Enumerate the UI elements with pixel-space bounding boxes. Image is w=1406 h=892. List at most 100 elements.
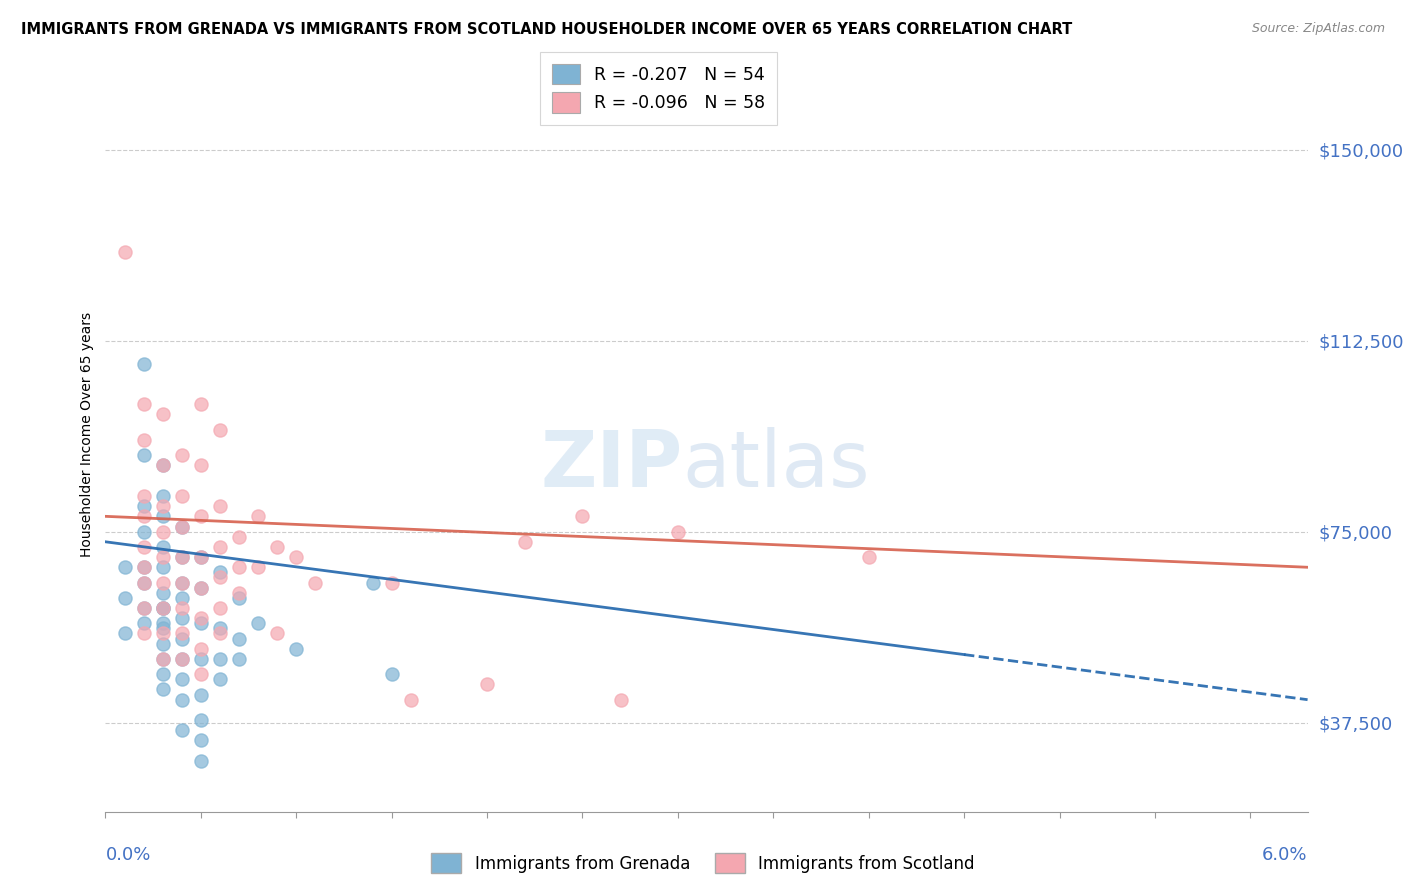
Point — [858, 550, 880, 565]
Point — [170, 673, 193, 687]
Point — [361, 575, 384, 590]
Point — [190, 550, 212, 565]
Point — [228, 560, 250, 574]
Point — [228, 530, 250, 544]
Point — [170, 723, 193, 738]
Point — [132, 489, 155, 503]
Point — [152, 621, 174, 635]
Point — [170, 519, 193, 533]
Point — [266, 540, 288, 554]
Text: IMMIGRANTS FROM GRENADA VS IMMIGRANTS FROM SCOTLAND HOUSEHOLDER INCOME OVER 65 Y: IMMIGRANTS FROM GRENADA VS IMMIGRANTS FR… — [21, 22, 1073, 37]
Point — [152, 560, 174, 574]
Point — [152, 540, 174, 554]
Text: ZIP: ZIP — [540, 427, 682, 503]
Point — [208, 566, 231, 580]
Point — [132, 601, 155, 615]
Point — [285, 641, 308, 656]
Point — [132, 524, 155, 539]
Text: atlas: atlas — [682, 427, 870, 503]
Point — [190, 754, 212, 768]
Point — [190, 667, 212, 681]
Point — [381, 575, 404, 590]
Point — [114, 244, 136, 259]
Point — [208, 601, 231, 615]
Point — [132, 626, 155, 640]
Point — [132, 601, 155, 615]
Point — [152, 524, 174, 539]
Point — [132, 448, 155, 462]
Point — [190, 713, 212, 727]
Point — [190, 688, 212, 702]
Point — [228, 585, 250, 599]
Point — [170, 626, 193, 640]
Point — [190, 581, 212, 595]
Point — [152, 509, 174, 524]
Point — [399, 692, 422, 706]
Point — [170, 692, 193, 706]
Point — [170, 550, 193, 565]
Text: Source: ZipAtlas.com: Source: ZipAtlas.com — [1251, 22, 1385, 36]
Point — [152, 499, 174, 513]
Point — [170, 601, 193, 615]
Point — [208, 626, 231, 640]
Point — [170, 489, 193, 503]
Point — [152, 667, 174, 681]
Point — [132, 575, 155, 590]
Point — [170, 575, 193, 590]
Point — [152, 637, 174, 651]
Point — [475, 677, 498, 691]
Point — [666, 524, 689, 539]
Point — [190, 652, 212, 666]
Point — [228, 632, 250, 646]
Point — [247, 560, 270, 574]
Point — [170, 575, 193, 590]
Point — [132, 560, 155, 574]
Point — [208, 570, 231, 584]
Legend: R = -0.207   N = 54, R = -0.096   N = 58: R = -0.207 N = 54, R = -0.096 N = 58 — [540, 52, 778, 125]
Point — [170, 591, 193, 605]
Point — [247, 616, 270, 631]
Point — [152, 626, 174, 640]
Y-axis label: Householder Income Over 65 years: Householder Income Over 65 years — [80, 312, 94, 558]
Point — [170, 550, 193, 565]
Point — [132, 509, 155, 524]
Point — [152, 616, 174, 631]
Point — [285, 550, 308, 565]
Point — [132, 433, 155, 447]
Point — [170, 448, 193, 462]
Point — [170, 652, 193, 666]
Point — [132, 499, 155, 513]
Point — [266, 626, 288, 640]
Point — [170, 519, 193, 533]
Point — [228, 591, 250, 605]
Point — [132, 540, 155, 554]
Point — [208, 499, 231, 513]
Point — [208, 621, 231, 635]
Point — [152, 458, 174, 473]
Point — [152, 489, 174, 503]
Point — [152, 601, 174, 615]
Point — [152, 585, 174, 599]
Point — [132, 560, 155, 574]
Point — [152, 682, 174, 697]
Point — [152, 575, 174, 590]
Point — [132, 616, 155, 631]
Point — [170, 652, 193, 666]
Text: 6.0%: 6.0% — [1263, 846, 1308, 863]
Point — [571, 509, 593, 524]
Legend: Immigrants from Grenada, Immigrants from Scotland: Immigrants from Grenada, Immigrants from… — [425, 847, 981, 880]
Point — [170, 611, 193, 625]
Point — [190, 641, 212, 656]
Point — [228, 652, 250, 666]
Point — [132, 575, 155, 590]
Point — [304, 575, 326, 590]
Point — [152, 408, 174, 422]
Point — [190, 509, 212, 524]
Point — [114, 560, 136, 574]
Point — [190, 458, 212, 473]
Point — [381, 667, 404, 681]
Point — [190, 550, 212, 565]
Point — [152, 652, 174, 666]
Point — [515, 534, 537, 549]
Point — [190, 581, 212, 595]
